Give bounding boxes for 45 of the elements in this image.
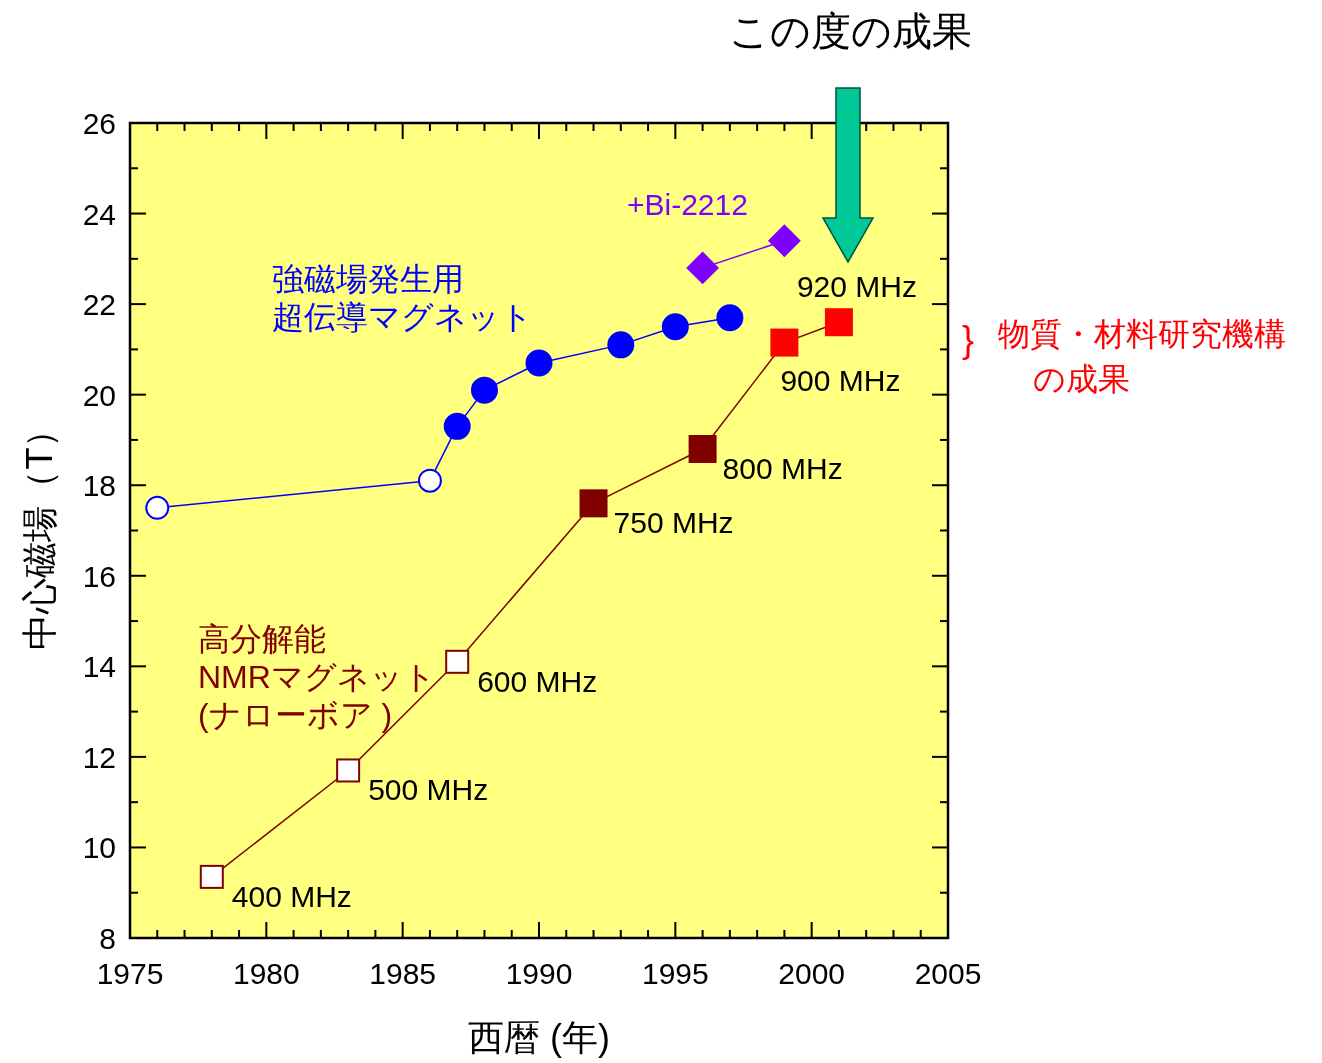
text: }: [962, 319, 975, 360]
y-tick-label: 26: [82, 107, 116, 140]
y-tick-label: 10: [82, 831, 116, 865]
annotation: 500 MHz: [368, 773, 489, 807]
point: [525, 349, 553, 377]
y-axis-title: 中心磁場（T）: [19, 411, 60, 650]
x-tick-label: 1985: [369, 957, 437, 990]
point: [824, 308, 853, 337]
annotation: 400 MHz: [231, 879, 352, 913]
point: [688, 435, 717, 463]
y-tick-label: 18: [82, 469, 116, 503]
point: [470, 376, 498, 404]
series-label: +Bi-2212: [627, 188, 748, 221]
annotation: 920 MHz: [796, 270, 917, 304]
annotation: 750 MHz: [613, 506, 734, 540]
point: [768, 224, 801, 257]
x-tick-label: 1995: [641, 957, 709, 990]
series-label: 高分解能NMRマグネット(ナローボア ): [198, 621, 436, 733]
text: の成果: [1033, 361, 1130, 397]
y-tick-label: 14: [82, 650, 116, 684]
x-axis-title: 西暦 (年): [468, 1017, 610, 1058]
annotation: 600 MHz: [477, 664, 598, 698]
point: [686, 251, 719, 284]
point: [716, 304, 744, 332]
x-tick-label: 1975: [96, 957, 164, 990]
y-tick-label: 12: [82, 740, 116, 774]
point: [579, 489, 608, 518]
point: [607, 331, 635, 359]
x-tick-label: 2005: [914, 957, 982, 990]
y-tick-label: 20: [82, 378, 116, 412]
y-tick-label: 24: [82, 197, 116, 231]
text: この度の成果: [728, 9, 972, 53]
point: [443, 412, 471, 440]
y-tick-label: 8: [99, 922, 116, 955]
y-tick-label: 16: [82, 559, 116, 593]
point: [770, 328, 799, 357]
x-tick-label: 1990: [505, 957, 573, 990]
text: 物質・材料研究機構: [998, 316, 1286, 352]
y-tick-label: 22: [82, 288, 116, 322]
x-tick-label: 1980: [232, 957, 300, 990]
point: [661, 313, 689, 341]
annotation: 900 MHz: [780, 363, 901, 397]
series-label: 強磁場発生用超伝導マグネット: [272, 261, 533, 335]
x-tick-label: 2000: [778, 957, 846, 990]
annotation: 800 MHz: [722, 452, 843, 485]
